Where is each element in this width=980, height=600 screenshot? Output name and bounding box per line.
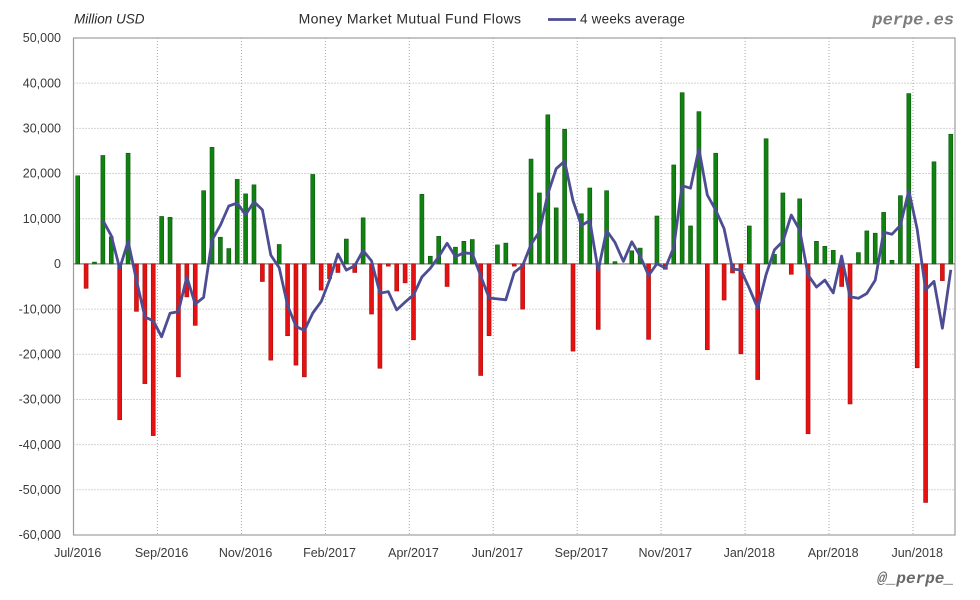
svg-text:Jun/2017: Jun/2017 <box>472 546 523 560</box>
svg-text:Feb/2017: Feb/2017 <box>303 546 356 560</box>
svg-text:Money Market Mutual Fund Flows: Money Market Mutual Fund Flows <box>299 11 522 27</box>
svg-text:Apr/2018: Apr/2018 <box>808 546 859 560</box>
svg-text:-30,000: -30,000 <box>19 393 61 407</box>
svg-text:4 weeks average: 4 weeks average <box>580 12 685 27</box>
svg-text:30,000: 30,000 <box>23 122 61 136</box>
svg-text:Jul/2016: Jul/2016 <box>54 546 101 560</box>
svg-text:-60,000: -60,000 <box>19 528 61 542</box>
svg-text:Jun/2018: Jun/2018 <box>891 546 942 560</box>
svg-text:Sep/2016: Sep/2016 <box>135 546 189 560</box>
svg-text:Nov/2016: Nov/2016 <box>219 546 273 560</box>
svg-text:-40,000: -40,000 <box>19 438 61 452</box>
svg-text:20,000: 20,000 <box>23 167 61 181</box>
svg-text:perpe.es: perpe.es <box>871 12 954 31</box>
svg-text:0: 0 <box>54 257 61 271</box>
svg-text:40,000: 40,000 <box>23 76 61 90</box>
svg-text:Sep/2017: Sep/2017 <box>555 546 609 560</box>
svg-text:-20,000: -20,000 <box>19 348 61 362</box>
svg-text:@_perpe_: @_perpe_ <box>877 570 954 588</box>
svg-text:50,000: 50,000 <box>23 31 61 45</box>
svg-text:Jan/2018: Jan/2018 <box>724 546 775 560</box>
svg-text:Apr/2017: Apr/2017 <box>388 546 439 560</box>
svg-text:-10,000: -10,000 <box>19 302 61 316</box>
svg-text:Million USD: Million USD <box>74 12 145 27</box>
svg-text:-50,000: -50,000 <box>19 483 61 497</box>
svg-text:10,000: 10,000 <box>23 212 61 226</box>
svg-text:Nov/2017: Nov/2017 <box>639 546 693 560</box>
